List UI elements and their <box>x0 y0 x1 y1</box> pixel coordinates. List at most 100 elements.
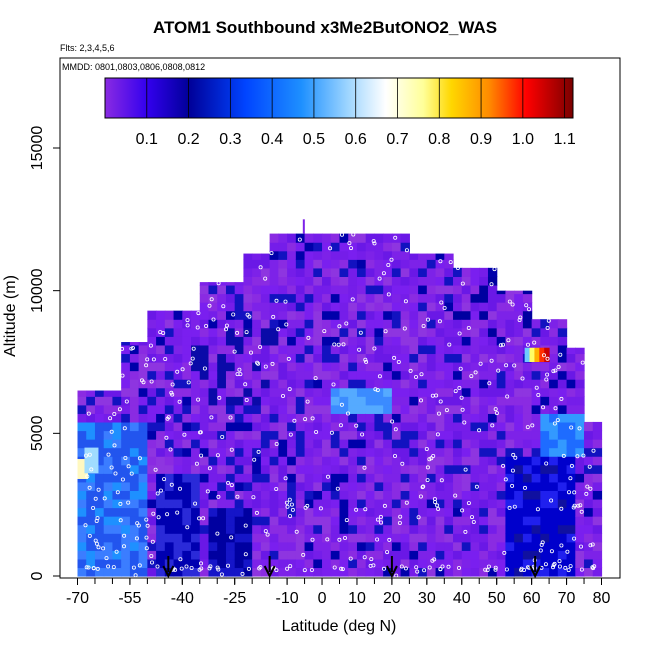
heatmap-cell <box>295 490 306 500</box>
heatmap-cell <box>435 293 445 303</box>
heatmap-cell <box>208 550 218 560</box>
sample-point <box>232 349 237 354</box>
heatmap-cell <box>487 387 498 397</box>
heatmap-cell <box>313 498 323 509</box>
heatmap-cell <box>243 507 253 517</box>
sample-point <box>137 563 142 568</box>
heatmap-cell <box>479 533 489 543</box>
heatmap-cell <box>514 464 524 474</box>
heatmap-cell <box>182 541 192 551</box>
heatmap-cell <box>549 541 559 551</box>
heatmap-cell <box>243 253 253 260</box>
heatmap-cell <box>487 413 498 423</box>
heatmap-cell <box>383 421 393 432</box>
heatmap-cell <box>531 541 541 551</box>
heatmap-cell <box>287 233 297 243</box>
sample-point <box>144 546 149 551</box>
heatmap-cell <box>374 558 384 569</box>
heatmap-cell <box>322 550 332 560</box>
dates-subtitle: MMDD: 0801,0803,0806,0808,0812 <box>62 62 206 72</box>
heatmap-cell <box>584 516 594 526</box>
sample-point <box>120 346 125 351</box>
heatmap-cell <box>260 516 271 526</box>
heatmap-cell <box>252 490 262 500</box>
heatmap-cell <box>356 541 367 551</box>
heatmap-cell <box>191 319 201 329</box>
heatmap-cell <box>383 259 393 269</box>
heatmap-cell <box>77 421 87 432</box>
heatmap-cell <box>330 293 341 303</box>
heatmap-cell <box>164 516 175 526</box>
sample-point <box>500 342 505 347</box>
heatmap-cell <box>549 524 559 534</box>
sample-point <box>120 477 125 482</box>
heatmap-cell <box>487 302 498 312</box>
sample-point <box>156 515 161 520</box>
heatmap-cell <box>391 550 402 560</box>
sample-point <box>559 543 564 548</box>
heatmap-cell <box>112 430 122 440</box>
heatmap-cell <box>243 439 253 449</box>
heatmap-cell <box>208 379 218 389</box>
heatmap-cell <box>540 370 550 380</box>
sample-point <box>512 504 517 509</box>
sample-point <box>106 452 111 457</box>
heatmap-cell <box>217 456 227 466</box>
x-tick-label: -70 <box>66 590 89 607</box>
heatmap-cell <box>391 327 402 337</box>
heatmap-cell <box>505 404 515 414</box>
heatmap-cell <box>243 558 253 569</box>
heatmap-cell <box>156 473 166 483</box>
heatmap-cell <box>103 507 114 517</box>
sample-point <box>513 455 518 460</box>
heatmap-cell <box>575 413 585 423</box>
heatmap-cell <box>313 310 323 320</box>
heatmap-cell <box>529 347 535 362</box>
flight-arrows <box>162 556 542 579</box>
heatmap-cell <box>191 516 201 526</box>
heatmap-cell <box>278 344 288 355</box>
heatmap-cell <box>391 310 402 320</box>
heatmap-cell <box>348 447 358 457</box>
heatmap-cell <box>470 302 480 312</box>
sample-point <box>394 573 399 578</box>
heatmap-cell <box>86 498 96 509</box>
heatmap-cell <box>129 362 140 372</box>
heatmap-cell <box>356 387 367 397</box>
heatmap-cell <box>522 413 533 423</box>
sample-point <box>362 465 367 470</box>
heatmap-cell <box>234 541 245 551</box>
heatmap-cell <box>479 404 489 414</box>
heatmap-cell <box>505 558 515 569</box>
heatmap-cell <box>514 481 524 491</box>
heatmap-cell <box>86 404 96 414</box>
heatmap-cell <box>514 293 524 303</box>
flight-arrow-head <box>162 565 175 579</box>
heatmap-cell <box>549 319 559 329</box>
heatmap-cell <box>522 473 533 483</box>
heatmap-cell <box>479 353 489 363</box>
heatmap-cell <box>182 353 192 363</box>
heatmap-cell <box>348 481 358 491</box>
heatmap-cell <box>217 421 227 432</box>
heatmap-cell <box>330 353 341 363</box>
heatmap-cell <box>295 353 306 363</box>
sample-point <box>246 566 251 571</box>
heatmap-cell <box>479 379 489 389</box>
heatmap-cell <box>330 464 341 474</box>
heatmap-cell <box>453 327 463 337</box>
heatmap-cell <box>383 567 393 577</box>
heatmap-cell <box>522 550 533 560</box>
heatmap-cell <box>287 353 297 363</box>
heatmap-cell <box>182 516 192 526</box>
heatmap-cell <box>383 233 393 243</box>
heatmap-cell <box>225 430 236 440</box>
sample-point <box>460 407 465 412</box>
heatmap-cell <box>173 387 183 397</box>
heatmap-cell <box>287 362 297 372</box>
sample-point <box>185 323 190 328</box>
heatmap-cell <box>112 439 122 449</box>
heatmap-cell <box>138 473 148 483</box>
heatmap-cell <box>191 413 201 423</box>
heatmap-cell <box>252 533 262 543</box>
